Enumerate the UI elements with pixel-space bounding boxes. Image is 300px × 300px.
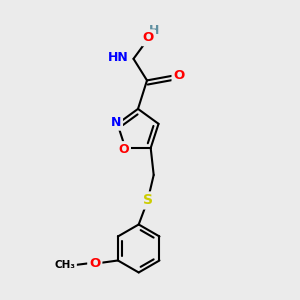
Text: H: H (149, 24, 160, 37)
Text: N: N (111, 116, 121, 129)
Text: O: O (143, 31, 154, 44)
Text: O: O (173, 69, 185, 82)
Text: S: S (143, 194, 153, 208)
Text: O: O (89, 257, 100, 270)
Text: CH₃: CH₃ (54, 260, 75, 270)
Text: HN: HN (108, 51, 129, 64)
Text: O: O (118, 143, 129, 156)
